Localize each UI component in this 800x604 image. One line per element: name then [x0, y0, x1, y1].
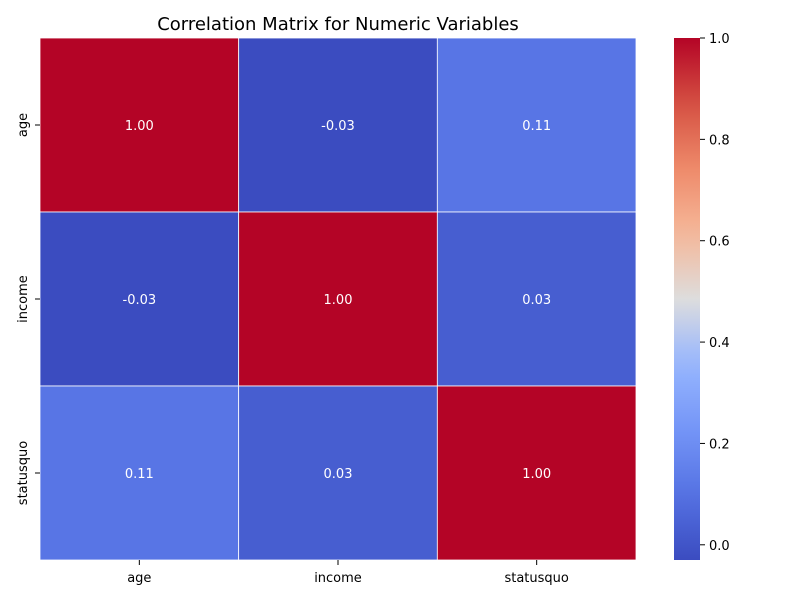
y-tick-label: income	[16, 275, 31, 323]
heatmap-cell-age-statusquo	[436, 37, 637, 213]
colorbar: 0.0 0.2 0.4 0.6 0.8 1.0	[674, 32, 730, 560]
heatmap-cell-statusquo-income	[238, 385, 438, 561]
cell-annotation: 0.11	[522, 119, 551, 134]
cell-annotation: 1.00	[522, 467, 551, 482]
cell-annotation: -0.03	[321, 119, 355, 134]
cell-annotation: 1.00	[125, 119, 154, 134]
chart-title: Correlation Matrix for Numeric Variables	[157, 14, 519, 35]
cell-annotation: -0.03	[123, 293, 157, 308]
y-axis: age income statusquo	[16, 113, 40, 505]
cell-annotation: 1.00	[324, 293, 353, 308]
cell-annotation: 0.03	[522, 293, 551, 308]
cell-annotation: 0.03	[324, 467, 353, 482]
colorbar-tick-label: 1.0	[709, 32, 730, 47]
heatmap-cell-age-age	[39, 37, 240, 213]
heatmap-cell-income-income	[238, 211, 438, 387]
cell-annotation: 0.11	[125, 467, 154, 482]
colorbar-tick-label: 0.6	[709, 235, 730, 250]
heatmap-annotations: 1.00 -0.03 0.11 -0.03 1.00 0.03 0.11 0.03 1.00	[123, 119, 552, 482]
colorbar-tick-label: 0.8	[709, 133, 730, 148]
colorbar-tick-label: 0.0	[709, 539, 730, 554]
y-tick-label: statusquo	[16, 441, 31, 505]
heatmap-cell-age-income	[238, 37, 438, 213]
x-tick-label: income	[314, 571, 362, 586]
x-axis: age income statusquo	[127, 560, 569, 586]
x-tick-label: statusquo	[504, 571, 568, 586]
x-tick-label: age	[127, 571, 151, 586]
colorbar-gradient	[674, 38, 700, 560]
heatmap-cells	[39, 37, 637, 561]
heatmap-cell-income-age	[39, 211, 240, 387]
colorbar-tick-label: 0.4	[709, 336, 730, 351]
colorbar-tick-label: 0.2	[709, 437, 730, 452]
y-tick-label: age	[16, 113, 31, 137]
heatmap-cell-income-statusquo	[436, 211, 637, 387]
heatmap-cell-statusquo-age	[39, 385, 240, 561]
